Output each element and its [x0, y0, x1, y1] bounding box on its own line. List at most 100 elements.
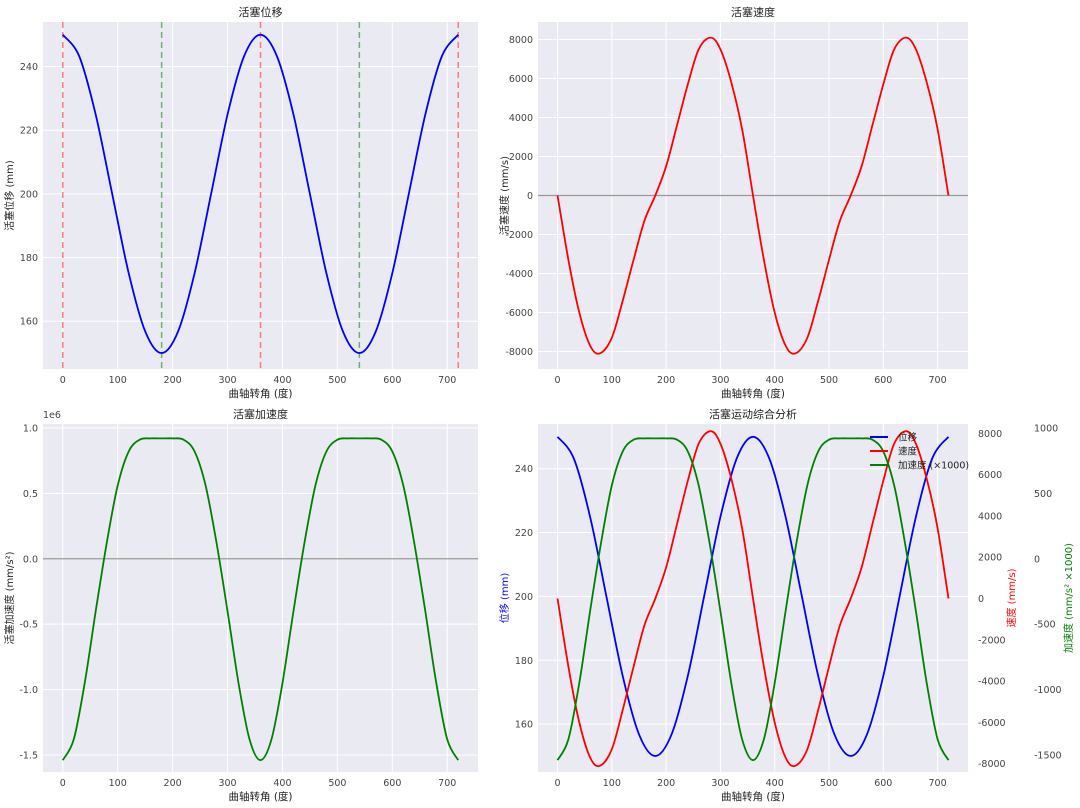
x-tick-label: 200: [657, 375, 675, 386]
x-tick-label: 600: [383, 375, 401, 386]
series-line-0: [62, 33, 459, 355]
y3-tick-label: -500: [1034, 620, 1056, 631]
y-tick-label: 1.0: [23, 423, 38, 434]
series-line-0: [61, 437, 460, 762]
x-tick-label: 700: [929, 375, 947, 386]
x-tick-label: 400: [273, 375, 291, 386]
y2-tick-label: -4000: [978, 677, 1006, 688]
y-offset-label: 1e6: [43, 410, 61, 421]
chart-2: 活塞加速度 0 100 200 300 400 500 600 700 -1.5 -1.0 -0.5 0…: [3, 407, 478, 803]
y-tick-label: 220: [20, 126, 38, 137]
chart-title: 活塞加速度: [233, 407, 288, 421]
x-tick-label: 200: [657, 778, 675, 789]
y2-tick-label: -6000: [978, 718, 1006, 729]
y-tick-label: -4000: [505, 269, 533, 280]
series-line-0: [556, 36, 950, 355]
y-tick-label: -8000: [505, 347, 533, 358]
y-axis-label: 活塞位移 (mm): [3, 160, 16, 231]
x-axis-label: 曲轴转角 (度): [228, 790, 292, 803]
y-tick-label: 0: [527, 191, 533, 202]
x-tick-label: 0: [555, 375, 561, 386]
x-tick-label: 400: [766, 375, 784, 386]
y-tick-label: -0.5: [19, 620, 38, 631]
y-axis-label: 活塞速度 (mm/s): [498, 156, 511, 235]
y-tick-label: 2000: [509, 152, 533, 163]
series-line-0: [556, 435, 950, 757]
x-tick-label: 600: [383, 778, 401, 789]
y2-tick-label: 2000: [978, 553, 1002, 564]
plot-area: [43, 424, 478, 772]
y-tick-label: 160: [20, 317, 38, 328]
y-tick-label: 180: [20, 253, 38, 264]
x-tick-label: 600: [874, 375, 892, 386]
y2-tick-label: 0: [978, 594, 984, 605]
y-tick-label: 0.0: [23, 554, 38, 565]
x-tick-label: 100: [603, 375, 621, 386]
x-tick-label: 500: [820, 778, 838, 789]
y3-axis-label: 加速度 (mm/s² ×1000): [1062, 543, 1075, 653]
y2-tick-label: 4000: [978, 511, 1002, 522]
chart-title: 活塞运动综合分析: [709, 407, 797, 421]
x-tick-label: 200: [164, 375, 182, 386]
x-tick-label: 700: [929, 778, 947, 789]
x-tick-label: 100: [109, 778, 127, 789]
chart-0: 活塞位移 0 100 200 300 400 500 600 700 160 180 200 220 24…: [3, 5, 478, 400]
y-tick-label: 240: [515, 464, 533, 475]
x-tick-label: 300: [218, 375, 236, 386]
x-tick-label: 300: [218, 778, 236, 789]
x-axis-label: 曲轴转角 (度): [228, 387, 292, 400]
y-tick-label: 6000: [509, 74, 533, 85]
y3-tick-label: -1000: [1034, 685, 1062, 696]
legend-label: 加速度 (×1000): [898, 460, 969, 472]
x-tick-label: 200: [164, 778, 182, 789]
y-tick-label: 200: [515, 592, 533, 603]
y-tick-label: 8000: [509, 35, 533, 46]
y3-tick-label: 0: [1034, 554, 1040, 565]
x-tick-label: 500: [328, 778, 346, 789]
x-tick-label: 700: [438, 778, 456, 789]
chart-3: 活塞运动综合分析 0 100 200 300 400 500 600 700 160 180 200 2…: [498, 407, 1075, 803]
x-axis-label: 曲轴转角 (度): [721, 790, 785, 803]
y2-tick-label: 8000: [978, 429, 1002, 440]
y2-tick-label: -2000: [978, 635, 1006, 646]
x-tick-label: 400: [273, 778, 291, 789]
y-tick-label: 160: [515, 720, 533, 731]
x-tick-label: 300: [711, 375, 729, 386]
x-tick-label: 600: [874, 778, 892, 789]
x-tick-label: 500: [328, 375, 346, 386]
chart-1: 活塞速度 0 100 200 300 400 500 600 700 -8000 -6000 -400…: [498, 5, 968, 400]
y-axis-label: 活塞加速度 (mm/s²): [3, 551, 16, 644]
x-tick-label: 0: [555, 778, 561, 789]
chart-title: 活塞位移: [239, 5, 283, 19]
y-tick-label: 220: [515, 528, 533, 539]
chart-title: 活塞速度: [731, 5, 775, 19]
x-tick-label: 100: [109, 375, 127, 386]
y2-tick-label: -8000: [978, 759, 1006, 770]
x-tick-label: 100: [603, 778, 621, 789]
y-tick-label: -6000: [505, 308, 533, 319]
x-tick-label: 400: [766, 778, 784, 789]
y3-tick-label: 1000: [1034, 423, 1058, 434]
x-tick-label: 300: [711, 778, 729, 789]
legend-label: 位移: [898, 432, 918, 444]
x-tick-label: 0: [60, 778, 66, 789]
series-line-1: [556, 430, 950, 768]
x-axis-label: 曲轴转角 (度): [721, 387, 785, 400]
y-tick-label: 4000: [509, 113, 533, 124]
y-tick-label: 180: [515, 656, 533, 667]
legend-label: 速度: [898, 446, 918, 458]
y-tick-label: -1.0: [19, 685, 38, 696]
y3-tick-label: -1500: [1034, 750, 1062, 761]
y-axis-label: 位移 (mm): [498, 573, 511, 624]
y-tick-label: -2000: [505, 230, 533, 241]
y-tick-label: 200: [20, 189, 38, 200]
x-tick-label: 0: [60, 375, 66, 386]
x-tick-label: 500: [820, 375, 838, 386]
y3-tick-label: 500: [1034, 489, 1052, 500]
y2-axis-label: 速度 (mm/s): [1005, 568, 1018, 627]
x-tick-label: 700: [438, 375, 456, 386]
y-tick-label: 240: [20, 62, 38, 73]
y-tick-label: 0.5: [23, 489, 38, 500]
